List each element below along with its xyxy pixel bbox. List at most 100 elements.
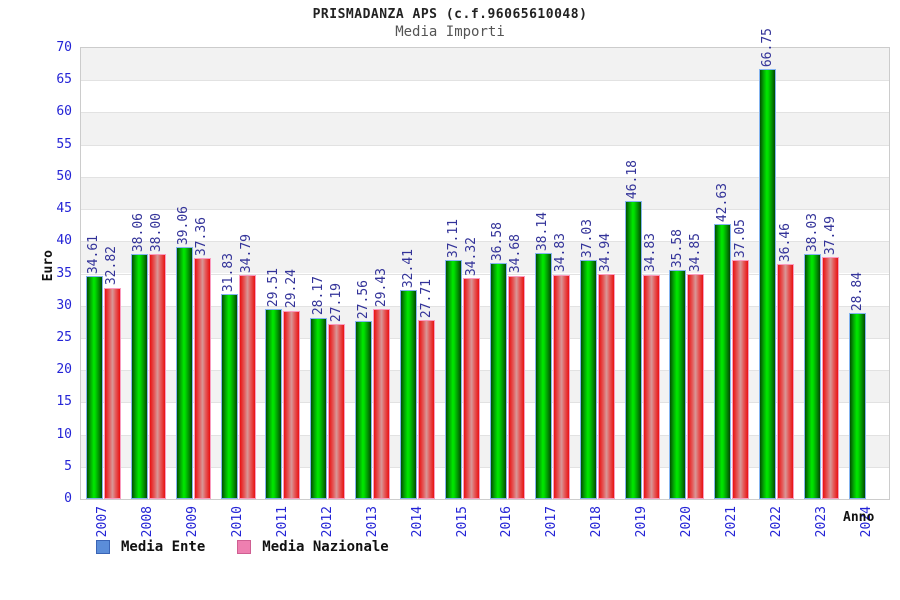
bar-media-ente-2017: 38.14 (534, 212, 552, 499)
x-tick-label: 2014 (409, 506, 425, 538)
bar-media-nazionale-2009: 37.36 (193, 217, 211, 499)
x-tick-label: 2009 (185, 506, 201, 538)
plot-band (81, 176, 889, 210)
x-axis-title: Anno (843, 510, 875, 525)
bar-media-ente-2011: 29.51 (265, 268, 283, 499)
bar-group-2019: 46.18 34.83 (620, 48, 665, 499)
x-tick-label: 2015 (454, 506, 470, 538)
x-tick-label: 2021 (723, 506, 739, 538)
plot-band (81, 144, 889, 177)
value-label: 27.71 (418, 279, 434, 319)
x-tick-label: 2023 (813, 506, 829, 538)
plot-band (81, 466, 889, 499)
gridline (81, 176, 889, 178)
bar-group-2023: 38.03 37.49 (799, 48, 844, 499)
legend-item-media-ente: Media Ente (96, 539, 205, 555)
gridline (81, 112, 889, 114)
gridline (81, 144, 889, 146)
legend-item-media-nazionale: Media Nazionale (237, 539, 389, 555)
bar-group-2018: 37.03 34.94 (575, 48, 620, 499)
bar-media-nazionale-2011: 29.24 (283, 269, 301, 499)
bar-media-nazionale-2021: 37.05 (732, 219, 750, 499)
plot-band (81, 48, 889, 81)
bar-media-nazionale-2012: 27.19 (328, 283, 346, 499)
plot-band (81, 370, 889, 403)
value-label: 32.82 (104, 246, 120, 286)
value-label: 37.49 (822, 216, 838, 256)
bar-group-2007: 34.61 32.82 (81, 48, 126, 499)
value-label: 28.84 (849, 272, 865, 312)
value-label: 27.19 (328, 282, 344, 322)
x-tick-label: 2007 (95, 506, 111, 538)
value-label: 28.17 (310, 276, 326, 316)
value-label: 39.06 (176, 206, 192, 246)
bar-group-2016: 36.58 34.68 (485, 48, 530, 499)
bar-media-nazionale-2015: 34.32 (463, 237, 481, 499)
legend-label-media-nazionale: Media Nazionale (262, 539, 389, 555)
bar-media-ente-2020: 35.58 (669, 229, 687, 499)
bar-media-nazionale-2022: 36.46 (777, 223, 795, 499)
value-label: 34.68 (508, 234, 524, 274)
value-label: 35.58 (669, 228, 685, 268)
value-label: 36.58 (490, 222, 506, 262)
value-label: 36.46 (777, 222, 793, 263)
y-tick-label: 55 (56, 136, 72, 152)
bar-group-2017: 38.14 34.83 (530, 48, 575, 499)
y-tick-label: 40 (56, 233, 72, 249)
bar-group-2008: 38.06 38.00 (126, 48, 171, 499)
y-tick-label: 5 (64, 458, 72, 474)
bar-media-nazionale-2010: 34.79 (238, 234, 256, 499)
bar-media-nazionale-2013: 29.43 (373, 268, 391, 499)
gridline (81, 370, 889, 372)
legend: Media Ente Media Nazionale (96, 539, 389, 555)
value-label: 37.11 (445, 218, 461, 258)
value-label: 37.03 (580, 219, 596, 259)
bar-group-2014: 32.41 27.71 (395, 48, 440, 499)
value-label: 34.85 (687, 233, 703, 273)
y-tick-label: 50 (56, 168, 72, 184)
value-label: 38.14 (535, 212, 551, 252)
gridline (81, 305, 889, 307)
bar-media-ente-2007: 34.61 (85, 235, 103, 499)
gridline (81, 434, 889, 436)
y-tick-label: 10 (56, 426, 72, 442)
value-label: 46.18 (625, 160, 641, 200)
chart-subtitle: Media Importi (395, 24, 505, 40)
bar-group-2015: 37.11 34.32 (440, 48, 485, 499)
y-tick-label: 15 (56, 394, 72, 410)
gridline (81, 80, 889, 82)
gridline (81, 337, 889, 339)
media-ente-swatch-icon (96, 540, 110, 554)
gridline (81, 241, 889, 243)
value-label: 37.36 (194, 217, 210, 257)
gridline (81, 402, 889, 404)
gridline (81, 466, 889, 468)
bar-media-ente-2023: 38.03 (804, 213, 822, 499)
bar-media-ente-2021: 42.63 (714, 183, 732, 499)
x-tick-label: 2013 (364, 506, 380, 538)
bar-media-ente-2018: 37.03 (579, 219, 597, 499)
chart-title: PRISMADANZA APS (c.f.96065610048) (312, 7, 588, 22)
plot-band (81, 434, 889, 467)
x-tick-label: 2020 (679, 506, 694, 538)
x-tick-label: 2017 (544, 506, 560, 538)
x-tick-label: 2019 (634, 506, 650, 538)
bar-group-2010: 31.83 34.79 (216, 48, 261, 499)
value-label: 31.83 (221, 252, 237, 292)
bar-group-2012: 28.17 27.19 (305, 48, 350, 499)
bar-media-nazionale-2017: 34.83 (552, 233, 570, 499)
bar-media-ente-2024: 28.84 (849, 272, 867, 499)
bar-media-nazionale-2019: 34.83 (642, 233, 660, 499)
value-label: 29.43 (373, 268, 389, 308)
bar-media-nazionale-2023: 37.49 (822, 216, 840, 499)
y-tick-label: 70 (56, 40, 72, 55)
value-label: 34.61 (86, 234, 102, 275)
gridline (81, 209, 889, 211)
value-label: 29.51 (265, 267, 281, 307)
y-tick-label: 35 (56, 265, 72, 281)
media-nazionale-swatch-icon (237, 540, 252, 554)
plot-band (81, 209, 889, 242)
value-label: 42.63 (714, 183, 730, 223)
bar-group-2020: 35.58 34.85 (665, 48, 710, 499)
